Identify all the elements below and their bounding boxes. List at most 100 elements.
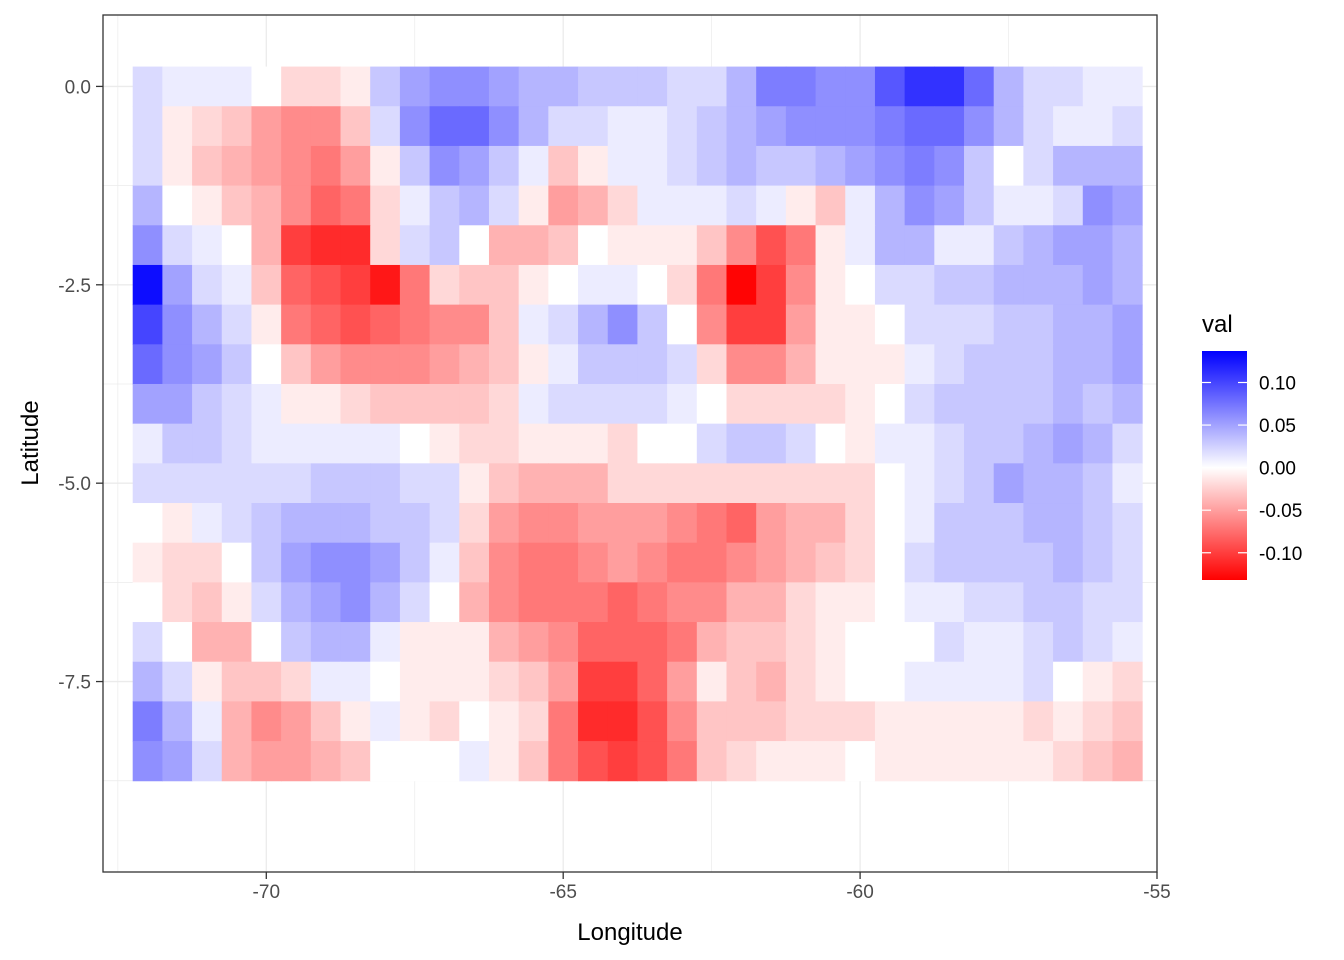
heatmap-cell [874,66,906,107]
heatmap-cell [607,383,638,425]
heatmap-cell [429,304,460,345]
heatmap-cell [964,582,995,623]
heatmap-cell [667,503,698,544]
heatmap-cell [874,622,906,663]
heatmap-cell [578,622,609,663]
heatmap-cell [964,701,995,742]
heatmap-cell [310,503,342,544]
heatmap-cell [667,423,698,464]
heatmap-cell [251,503,282,544]
heatmap-cell [815,542,846,583]
heatmap-cell [815,423,846,464]
heatmap-cell [667,304,698,345]
heatmap-cell [1112,661,1143,702]
heatmap-cell [459,383,490,425]
heatmap-cell [726,542,757,583]
heatmap-cell [340,185,371,226]
heatmap-cell [310,622,342,663]
heatmap-cell [904,701,935,742]
heatmap-cell [785,106,817,147]
heatmap-cell [578,582,609,623]
heatmap-cell [1082,264,1113,306]
heatmap-cell [281,423,312,464]
heatmap-cell [192,304,223,345]
heatmap-cell [548,145,579,187]
heatmap-cell [785,542,817,583]
heatmap-cell [578,701,609,742]
heatmap-cell [696,622,727,663]
heatmap-cell [459,463,490,504]
heatmap-cell [132,701,163,742]
heatmap-cell [459,741,490,782]
heatmap-cell [488,66,520,107]
heatmap-cell [874,582,906,623]
heatmap-cell [310,264,342,306]
heatmap-cell [726,344,757,385]
heatmap-cell [251,582,282,623]
heatmap-cell [726,741,757,782]
heatmap-cell [518,185,549,226]
heatmap-cell [548,661,579,702]
heatmap-cell [162,185,193,226]
heatmap-cell [785,622,817,663]
heatmap-cell [488,741,520,782]
heatmap-cell [488,503,520,544]
heatmap-cell [1053,185,1084,226]
heatmap-cell [459,661,490,702]
heatmap-cell [518,383,549,425]
heatmap-cell [845,304,876,345]
heatmap-cell [1053,304,1084,345]
heatmap-cell [785,145,817,187]
heatmap-cell [548,423,579,464]
heatmap-cell [578,423,609,464]
heatmap-cell [518,701,549,742]
x-axis-title: Longitude [577,919,682,946]
heatmap-cell [399,66,431,107]
heatmap-cell [340,582,371,623]
heatmap-cell [1082,701,1113,742]
heatmap-cell [488,344,520,385]
heatmap-cell [696,582,727,623]
heatmap-cell [429,463,460,504]
heatmap-cell [785,503,817,544]
legend-label: 0.05 [1259,416,1296,437]
heatmap-cell [726,701,757,742]
heatmap-cell [548,304,579,345]
heatmap-cell [637,185,668,226]
heatmap-cell [756,264,787,306]
heatmap-cell [192,741,223,782]
heatmap-cell [578,503,609,544]
heatmap-cell [607,741,638,782]
heatmap-cell [667,622,698,663]
heatmap-cell [192,503,223,544]
x-tick-label: -55 [1143,882,1170,903]
heatmap-cell [964,185,995,226]
heatmap-cell [340,423,371,464]
heatmap-cell [578,185,609,226]
heatmap-cell [667,225,698,266]
heatmap-cell [756,582,787,623]
heatmap-cell [726,145,757,187]
heatmap-cell [221,145,252,187]
heatmap-cell [993,741,1024,782]
heatmap-cell [1053,741,1084,782]
heatmap-cell [1023,304,1054,345]
heatmap-cell [251,383,282,425]
heatmap-cell [1053,622,1084,663]
heatmap-cell [340,503,371,544]
heatmap-cell [904,542,935,583]
heatmap-cell [221,383,252,425]
heatmap-cell [459,503,490,544]
heatmap-cell [637,622,668,663]
heatmap-cells [132,66,1143,782]
heatmap-cell [993,503,1024,544]
heatmap-cell [637,106,668,147]
heatmap-cell [1112,264,1143,306]
heatmap-cell [607,582,638,623]
heatmap-cell [815,503,846,544]
heatmap-cell [578,225,609,266]
heatmap-cell [340,66,371,107]
heatmap-cell [518,741,549,782]
heatmap-cell [221,225,252,266]
